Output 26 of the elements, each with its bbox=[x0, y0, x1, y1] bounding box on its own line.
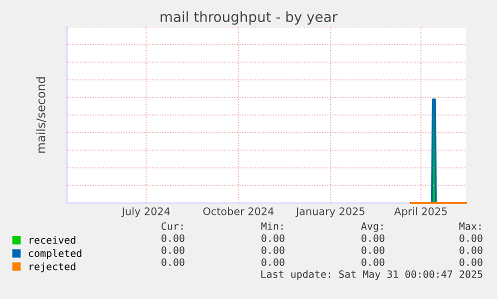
text: Min: bbox=[261, 222, 283, 230]
text: Last update: Sat May 31 00:00:47 2025 bbox=[261, 270, 482, 280]
text: 0.00 bbox=[362, 258, 384, 266]
text: Avg: bbox=[361, 222, 383, 232]
text: 0.00 bbox=[162, 258, 184, 266]
text: Max: bbox=[459, 222, 481, 230]
text: 0.00 bbox=[460, 258, 482, 266]
text: 0.00 bbox=[362, 234, 384, 242]
text: 0.00 bbox=[460, 246, 482, 254]
text: 0.00 bbox=[162, 234, 184, 242]
x-tick-label: April 2025 bbox=[394, 207, 447, 218]
x-tick-label: January 2025 bbox=[295, 207, 364, 218]
legend-label: completed bbox=[28, 249, 82, 259]
chart-title: mail throughput - by year bbox=[160, 11, 338, 25]
x-tick-label: July 2024 bbox=[121, 207, 170, 218]
text: Cur: bbox=[162, 222, 183, 230]
legend-label: received bbox=[30, 236, 76, 244]
legend-label: rejected bbox=[30, 262, 76, 272]
text: 0.00 bbox=[162, 246, 184, 254]
text: 0.00 bbox=[362, 246, 384, 254]
x-tick-label: October 2024 bbox=[203, 207, 274, 216]
text: 0.00 bbox=[262, 258, 284, 266]
text: 0.00 bbox=[262, 234, 284, 242]
y-axis-title: mails/second bbox=[36, 77, 46, 153]
text: 0.00 bbox=[460, 234, 482, 242]
text: 0.00 bbox=[262, 246, 284, 254]
